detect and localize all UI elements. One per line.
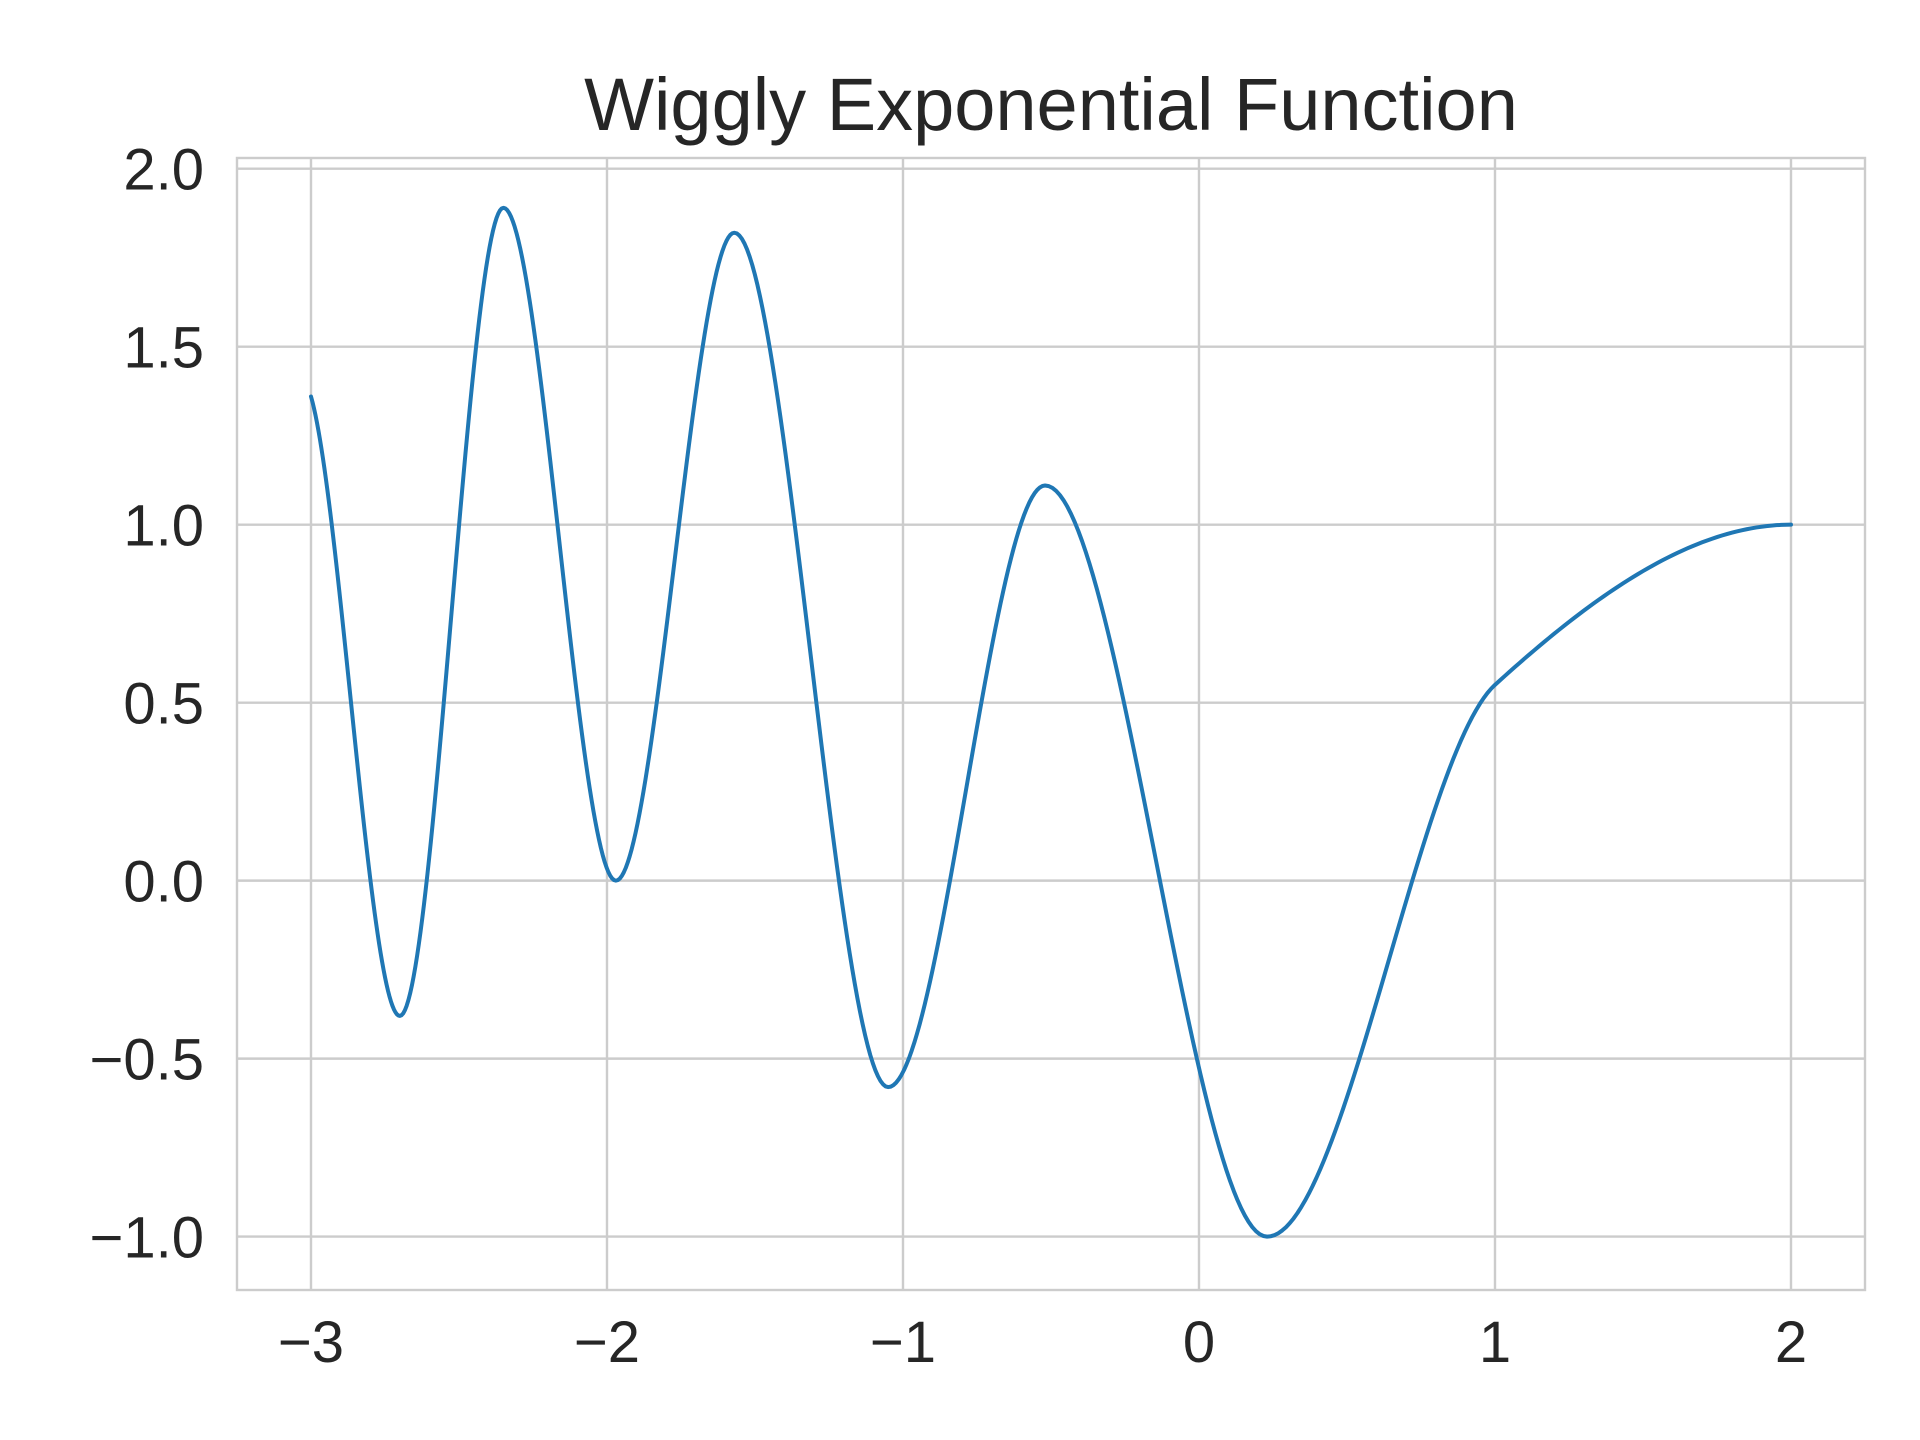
series-line <box>309 205 1793 1239</box>
y-tick-label: −1.0 <box>90 1206 205 1271</box>
x-tick-label: −1 <box>870 1310 936 1375</box>
y-tick-label: 0.5 <box>123 672 204 737</box>
x-tick-label: 0 <box>1183 1310 1215 1375</box>
y-tick-label: 0.0 <box>123 850 204 915</box>
axes-frame <box>235 156 1867 1292</box>
x-tick-label: −2 <box>574 1310 640 1375</box>
y-tick-label: 1.5 <box>123 316 204 381</box>
chart-title: Wiggly Exponential Function <box>584 63 1518 146</box>
y-tick-label: −0.5 <box>90 1028 205 1093</box>
x-axis-ticks: −3 −2 −1 0 1 2 <box>278 1310 1807 1375</box>
x-tick-label: 1 <box>1479 1310 1511 1375</box>
grid <box>237 158 1865 1290</box>
y-tick-label: 2.0 <box>123 138 204 203</box>
x-tick-label: −3 <box>278 1310 344 1375</box>
y-axis-ticks: −1.0 −0.5 0.0 0.5 1.0 1.5 2.0 <box>90 138 205 1271</box>
y-tick-label: 1.0 <box>123 494 204 559</box>
x-tick-label: 2 <box>1775 1310 1807 1375</box>
